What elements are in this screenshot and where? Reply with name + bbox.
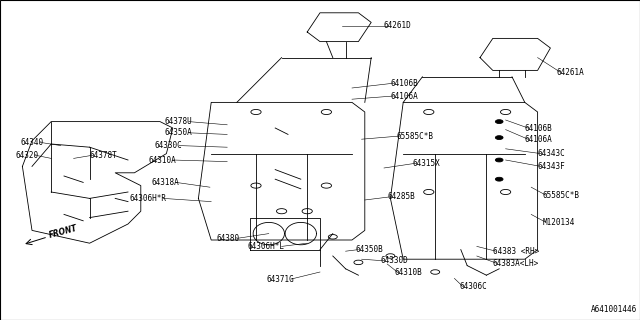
- Text: 64320: 64320: [15, 151, 38, 160]
- Circle shape: [495, 177, 503, 181]
- Text: 64106B: 64106B: [390, 79, 418, 88]
- Circle shape: [495, 120, 503, 124]
- Text: 64378T: 64378T: [90, 151, 117, 160]
- Text: 64306H*R: 64306H*R: [129, 194, 166, 203]
- Text: 64380: 64380: [217, 234, 240, 243]
- Text: 64371G: 64371G: [267, 275, 294, 284]
- Text: 64310A: 64310A: [148, 156, 176, 164]
- Text: 64330C: 64330C: [155, 141, 182, 150]
- Text: A641001446: A641001446: [591, 305, 637, 314]
- Text: 64340: 64340: [20, 138, 44, 147]
- Text: 64106A: 64106A: [525, 135, 552, 144]
- Text: 64261A: 64261A: [557, 68, 584, 76]
- Text: 64383 <RH>: 64383 <RH>: [493, 247, 539, 256]
- Text: 64350A: 64350A: [164, 128, 192, 137]
- Text: 64378U: 64378U: [164, 117, 192, 126]
- Circle shape: [495, 136, 503, 140]
- Text: 64350B: 64350B: [355, 245, 383, 254]
- Text: FRONT: FRONT: [48, 224, 79, 240]
- Text: 64318A: 64318A: [152, 178, 179, 187]
- Text: 64383A<LH>: 64383A<LH>: [493, 259, 539, 268]
- Text: 64343F: 64343F: [538, 162, 565, 171]
- Text: 64106A: 64106A: [390, 92, 418, 100]
- Text: 64106B: 64106B: [525, 124, 552, 132]
- Text: 64285B: 64285B: [387, 192, 415, 201]
- Text: M120134: M120134: [543, 218, 575, 227]
- Text: 64315X: 64315X: [413, 159, 440, 168]
- Text: 64310B: 64310B: [395, 268, 422, 277]
- Text: 64261D: 64261D: [384, 21, 412, 30]
- Text: 64330D: 64330D: [381, 256, 408, 265]
- Text: 65585C*B: 65585C*B: [397, 132, 434, 140]
- Circle shape: [495, 158, 503, 162]
- Text: 64343C: 64343C: [538, 149, 565, 158]
- Text: 65585C*B: 65585C*B: [543, 191, 580, 200]
- Text: 64306C: 64306C: [460, 282, 487, 291]
- Text: 64306H*L: 64306H*L: [248, 242, 285, 251]
